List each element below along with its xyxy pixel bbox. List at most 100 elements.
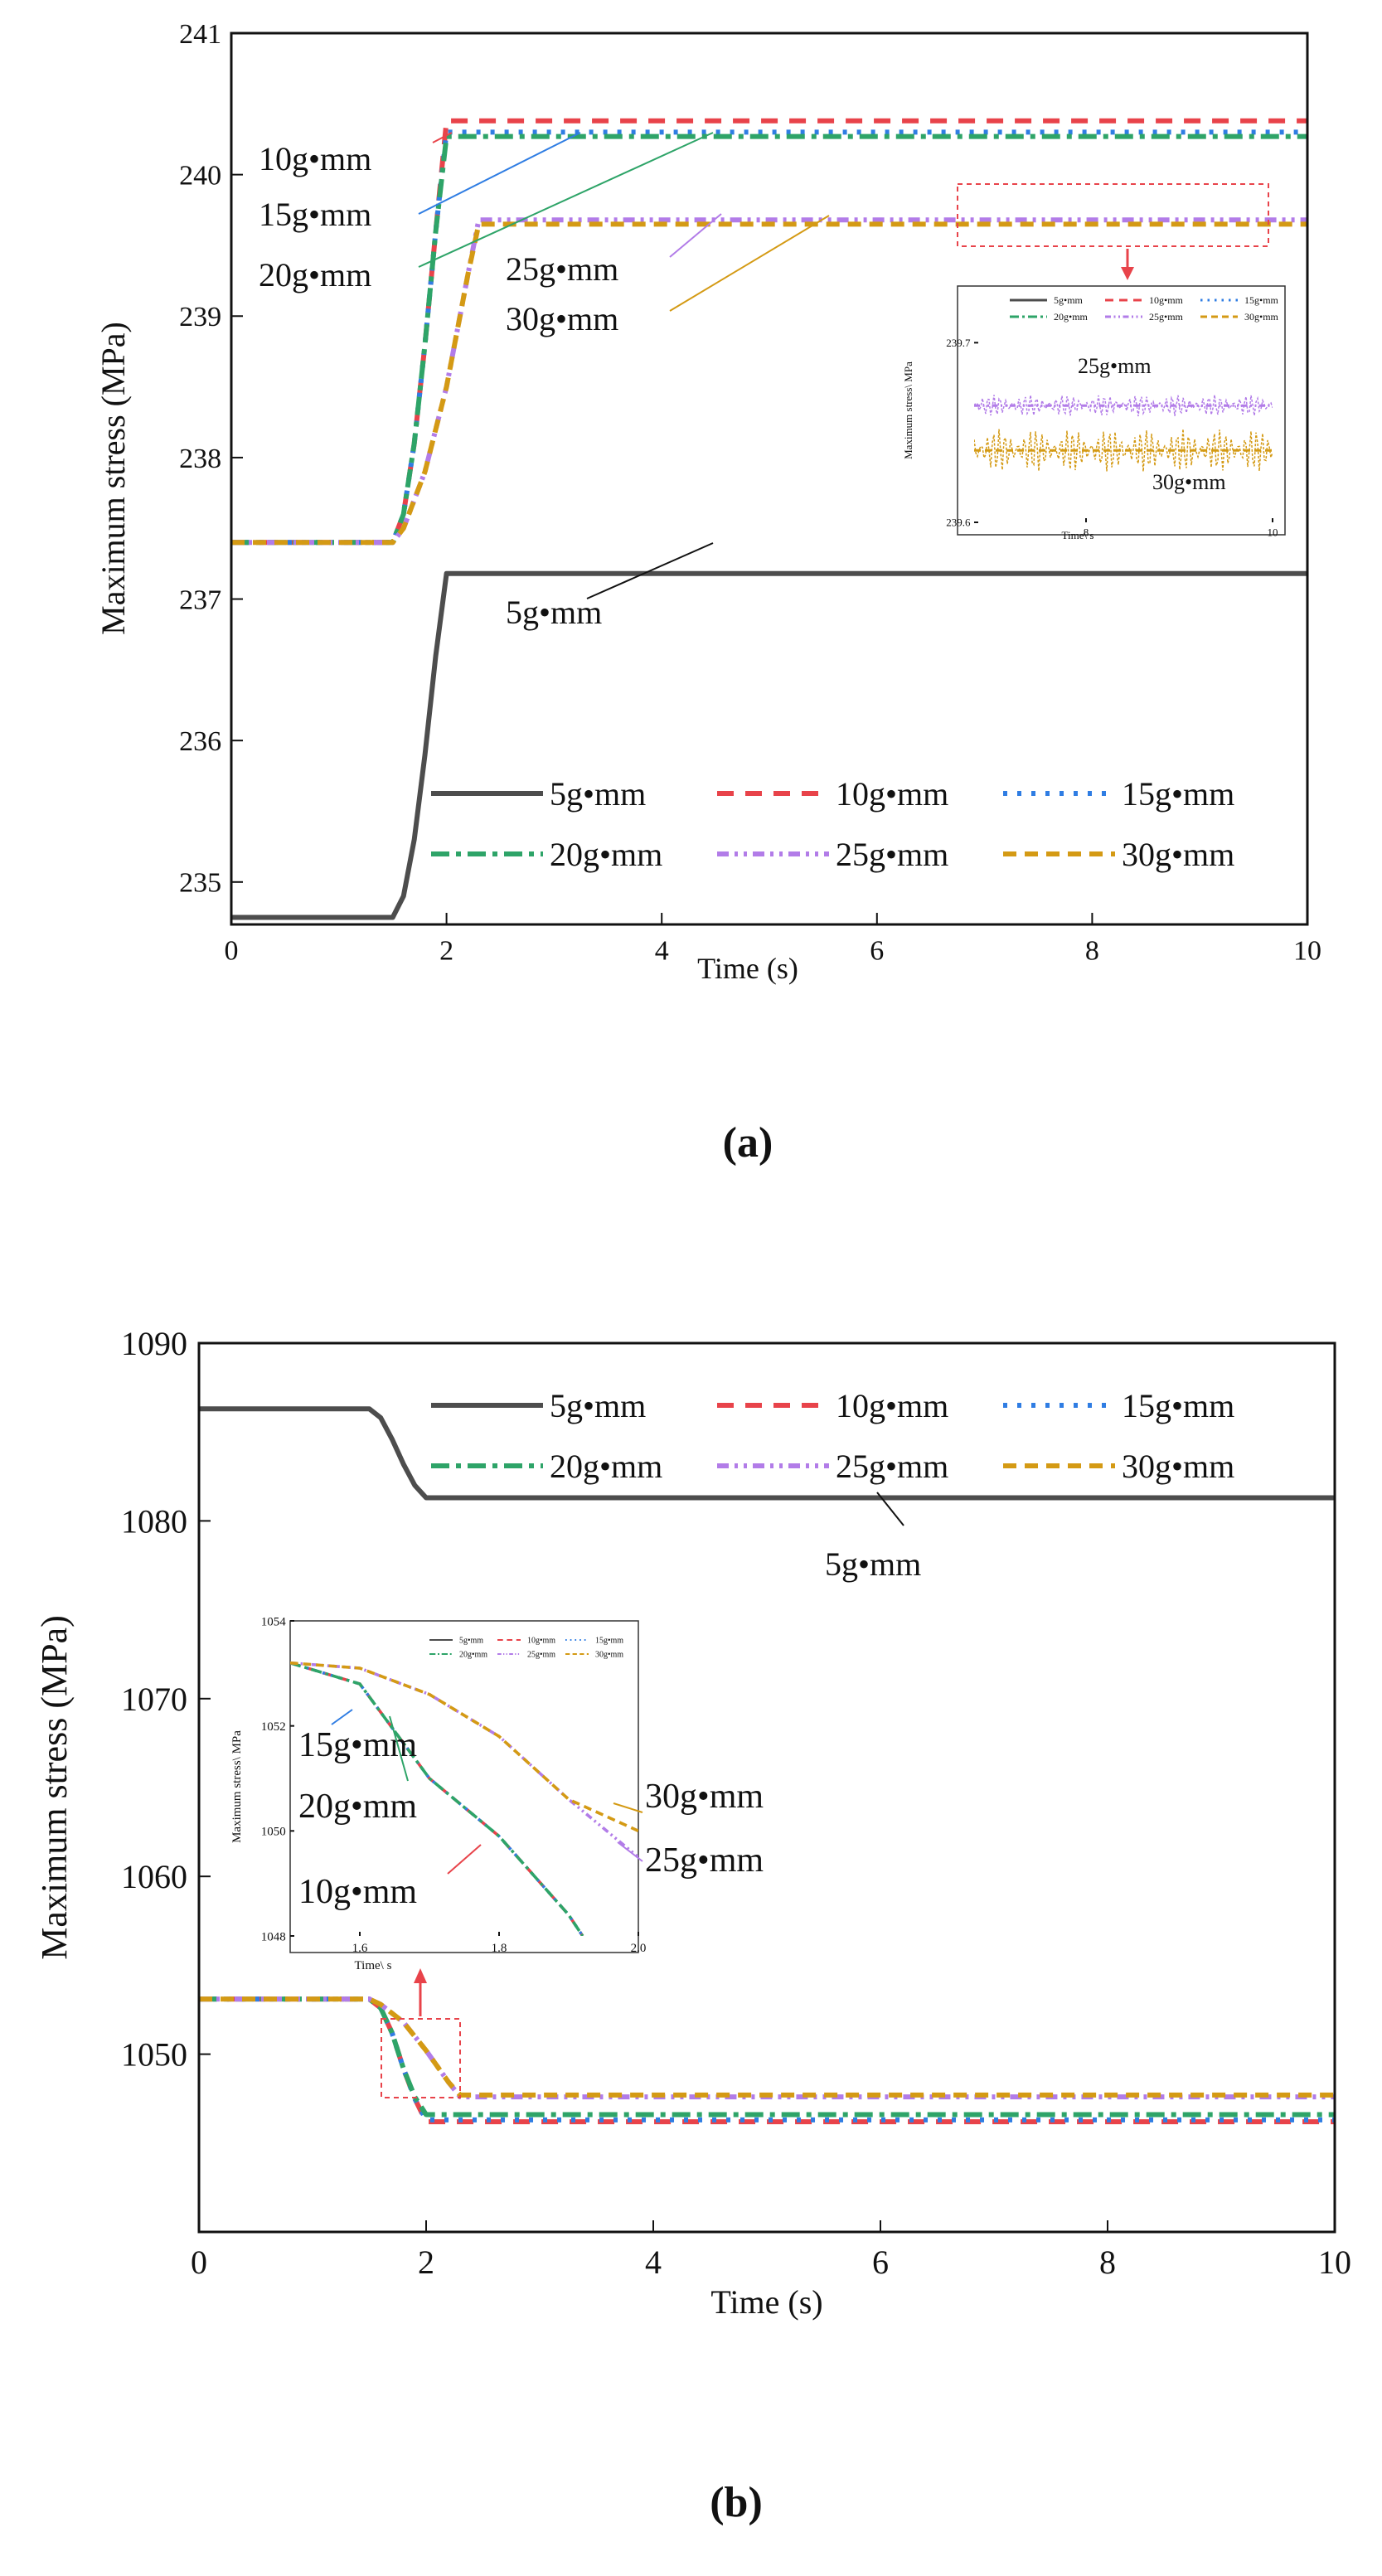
inset-a-legend-label-5: 25g•mm bbox=[1149, 311, 1184, 323]
inset-b-ylabel: Maximum stress\ MPa bbox=[230, 1730, 244, 1843]
panel-b-legend-label-3: 15g•mm bbox=[1122, 1387, 1234, 1424]
panel-b-caption: (b) bbox=[710, 2479, 763, 2526]
panel-a-legend-label-6: 30g•mm bbox=[1122, 836, 1234, 873]
inset-b-legend-label-3: 15g•mm bbox=[595, 1637, 623, 1646]
a-main-xtick-label-3: 6 bbox=[870, 936, 884, 967]
b-inset-xtick-label-2: 2.0 bbox=[631, 1942, 647, 1955]
b-inset-xtick-label-1: 1.8 bbox=[492, 1942, 507, 1955]
inset-a-ylabel: Maximum stress\ MPa bbox=[902, 361, 914, 459]
inset-a-xlabel: Time\ s bbox=[1062, 529, 1094, 541]
b-main-xtick-label-1: 2 bbox=[418, 2244, 434, 2281]
panel-a-ylabel: Maximum stress (MPa) bbox=[95, 322, 132, 635]
b-main-series-1 bbox=[199, 1406, 1335, 1501]
inset-b-legend-label-5: 25g•mm bbox=[527, 1651, 555, 1660]
b-inset-xtick-label-0: 1.6 bbox=[352, 1942, 368, 1955]
inset-b-annot-15: 15g•mm bbox=[298, 1726, 417, 1764]
inset-b-xlabel: Time\ s bbox=[355, 1959, 392, 1972]
panel-b-legend: 5g•mm 10g•mm 15g•mm 20g•mm 25g•mm 30g•mm bbox=[431, 1387, 1234, 1485]
annot-a-20-leader bbox=[418, 132, 714, 268]
panel-a-legend-label-3: 15g•mm bbox=[1122, 775, 1234, 813]
inset-b-legend-label-2: 10g•mm bbox=[527, 1637, 555, 1646]
b-inset-series-4 bbox=[290, 1661, 584, 1936]
inset-b-annot-25: 25g•mm bbox=[645, 1841, 764, 1880]
panel-a: 0 2 4 6 8 10 235 236 237 238 239 240 241 Time (s) Ma… bbox=[95, 19, 1321, 1167]
annot-b-5: 5g•mm bbox=[825, 1545, 921, 1583]
panel-a-annotations: 10g•mm 15g•mm 20g•mm 25g•mm 30g•mm 5g•mm bbox=[259, 132, 830, 631]
inset-b-annot-10-leader bbox=[447, 1844, 482, 1875]
b-main-ytick-label-1: 1060 bbox=[121, 1858, 187, 1895]
panel-a-legend-label-1: 5g•mm bbox=[550, 775, 646, 813]
annot-a-25: 25g•mm bbox=[506, 250, 618, 288]
a-main-xtick-label-5: 10 bbox=[1293, 936, 1321, 967]
b-inset-ytick-label-0: 1048 bbox=[261, 1930, 286, 1943]
panel-a-zoom-arrowhead bbox=[1121, 267, 1134, 280]
b-main-xtick-label-4: 8 bbox=[1099, 2244, 1116, 2281]
b-main-xtick-label-2: 4 bbox=[645, 2244, 662, 2281]
panel-b-xlabel: Time (s) bbox=[710, 2283, 822, 2321]
panel-a-axes: 0 2 4 6 8 10 235 236 237 238 239 240 241 bbox=[179, 19, 1321, 967]
panel-a-legend: 5g•mm 10g•mm 15g•mm 20g•mm 25g•mm 30g•mm bbox=[431, 775, 1234, 873]
a-main-ytick-label-5: 240 bbox=[179, 161, 221, 192]
a-inset-ytick-label-0: 239.6 bbox=[946, 517, 971, 529]
inset-b-legend-label-1: 5g•mm bbox=[459, 1637, 483, 1646]
annot-a-5-leader bbox=[586, 542, 714, 599]
panel-b-inset: 1.6 1.8 2.0 1048 1050 1052 1054 5g•mm 10g•mm 15g… bbox=[230, 1615, 764, 1972]
annot-a-10: 10g•mm bbox=[259, 140, 371, 177]
a-inset-ytick-label-1: 239.7 bbox=[946, 337, 971, 349]
b-main-ytick-label-3: 1080 bbox=[121, 1502, 187, 1540]
inset-a-legend-label-3: 15g•mm bbox=[1244, 294, 1279, 306]
a-main-xtick-label-4: 8 bbox=[1085, 936, 1099, 967]
a-main-ytick-label-1: 236 bbox=[179, 726, 221, 757]
inset-b-annot-30: 30g•mm bbox=[645, 1778, 764, 1816]
b-inset-series-6 bbox=[290, 1661, 638, 1832]
annot-a-5: 5g•mm bbox=[506, 594, 602, 631]
b-main-xtick-label-0: 0 bbox=[191, 2244, 207, 2281]
inset-b-series-lines bbox=[290, 1661, 638, 1936]
panel-b-legend-label-2: 10g•mm bbox=[836, 1387, 948, 1424]
b-inset-ytick-label-1: 1050 bbox=[261, 1826, 286, 1839]
annot-b-5-leader bbox=[876, 1492, 904, 1526]
inset-a-axes: 8 10 239.6 239.7 bbox=[946, 337, 1278, 538]
panel-a-legend-label-2: 10g•mm bbox=[836, 775, 948, 813]
b-main-xtick-label-3: 6 bbox=[872, 2244, 889, 2281]
annot-a-15-leader bbox=[418, 132, 581, 215]
b-inset-ytick-label-2: 1052 bbox=[261, 1720, 286, 1734]
b-main-xtick-label-5: 10 bbox=[1318, 2244, 1351, 2281]
b-main-ytick-label-4: 1090 bbox=[121, 1325, 187, 1362]
a-main-xtick-label-0: 0 bbox=[225, 936, 239, 967]
inset-a-legend-label-1: 5g•mm bbox=[1054, 294, 1084, 306]
annot-a-10-leader bbox=[432, 132, 453, 143]
b-main-ytick-label-0: 1050 bbox=[121, 2036, 187, 2074]
inset-a-annot-30: 30g•mm bbox=[1152, 470, 1226, 494]
a-main-ytick-label-0: 235 bbox=[179, 868, 221, 899]
a-inset-xtick-label-1: 10 bbox=[1268, 526, 1278, 538]
inset-b-annot-20-leader bbox=[389, 1715, 409, 1782]
a-main-series-3 bbox=[231, 129, 1307, 546]
panel-b-series-lines bbox=[199, 1406, 1335, 2125]
inset-b-axes: 1.6 1.8 2.0 1048 1050 1052 1054 bbox=[261, 1615, 647, 1955]
inset-b-legend-label-6: 30g•mm bbox=[595, 1651, 623, 1660]
a-main-ytick-label-2: 237 bbox=[179, 585, 221, 615]
annot-a-25-leader bbox=[669, 213, 722, 258]
panel-b-legend-label-1: 5g•mm bbox=[550, 1387, 646, 1424]
panel-b-zoom-box bbox=[381, 2018, 461, 2098]
b-main-series-6 bbox=[199, 1996, 1335, 2098]
a-main-xtick-label-2: 4 bbox=[655, 936, 669, 967]
panel-a-series-lines bbox=[231, 118, 1307, 920]
inset-a-legend-label-2: 10g•mm bbox=[1149, 294, 1184, 306]
panel-b: 0 2 4 6 8 10 1050 1060 1070 1080 1090 Time (s) Max… bbox=[34, 1325, 1351, 2526]
panel-a-caption: (a) bbox=[723, 1119, 773, 1167]
panel-b-ylabel: Maximum stress (MPa) bbox=[34, 1615, 75, 1960]
panel-b-legend-label-6: 30g•mm bbox=[1122, 1448, 1234, 1485]
inset-a-annot-25: 25g•mm bbox=[1078, 354, 1152, 378]
a-main-series-6 bbox=[231, 221, 1307, 546]
inset-b-annot-30-leader bbox=[613, 1802, 643, 1813]
a-main-ytick-label-6: 241 bbox=[179, 19, 221, 50]
a-inset-xtick-label-0: 8 bbox=[1084, 526, 1089, 538]
b-main-ytick-label-2: 1070 bbox=[121, 1681, 187, 1718]
annot-a-30: 30g•mm bbox=[506, 300, 618, 337]
inset-a-legend-label-4: 20g•mm bbox=[1054, 311, 1089, 323]
panel-b-zoom-arrowhead bbox=[414, 1968, 427, 1983]
annot-a-30-leader bbox=[669, 215, 830, 312]
panel-a-legend-label-4: 20g•mm bbox=[550, 836, 662, 873]
